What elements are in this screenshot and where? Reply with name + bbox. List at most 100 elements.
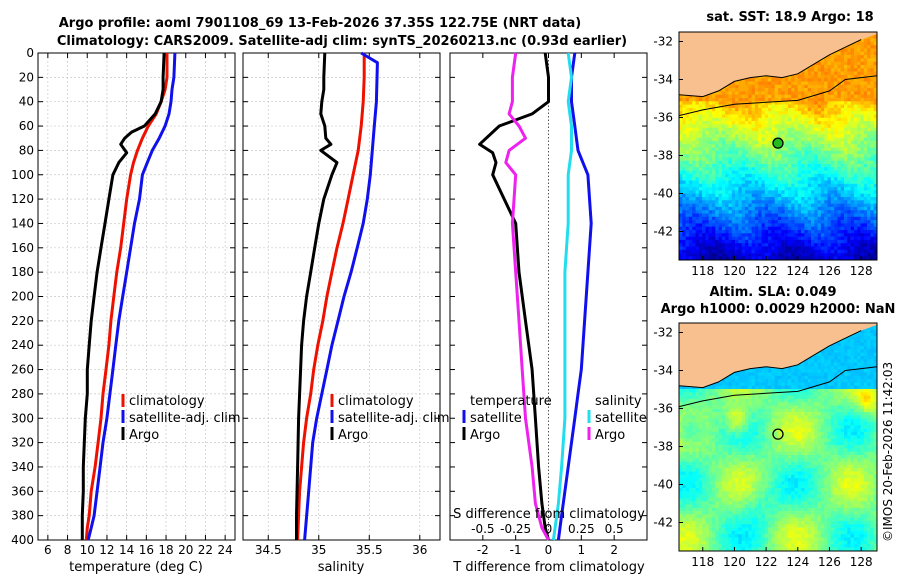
heatmap-cell [873,226,877,231]
heatmap-cell [820,61,825,66]
heatmap-cell [781,243,785,247]
heatmap-cell [860,170,865,175]
heatmap-cell [771,94,775,99]
heatmap-cell [718,140,723,145]
heatmap-cell [807,117,812,122]
heatmap-cell [797,249,802,254]
heatmap-cell [863,183,868,188]
heatmap-cell [844,91,848,95]
heatmap-cell [850,216,855,221]
heatmap-cell [754,91,759,95]
heatmap-cell [781,220,785,224]
heatmap-cell [774,206,779,211]
heatmap-cell [768,249,772,254]
heatmap-cell [731,193,736,198]
heatmap-cell [870,71,874,76]
heatmap-cell [834,167,838,171]
heatmap-cell [820,140,825,145]
heatmap-cell [712,213,716,218]
heatmap-cell [850,78,855,82]
heatmap-cell [840,253,845,257]
heatmap-cell [834,342,838,347]
heatmap-cell [801,193,805,198]
heatmap-cell [804,140,808,145]
heatmap-cell [844,84,848,89]
heatmap-cell [824,131,828,135]
heatmap-cell [840,203,845,208]
heatmap-cell [863,65,868,69]
heatmap-cell [827,71,832,76]
heatmap-cell [834,346,838,350]
heatmap-cell [814,167,818,171]
heatmap-cell [688,177,693,181]
heatmap-cell [860,94,865,99]
heatmap-cell [857,114,861,119]
heatmap-cell [685,190,690,194]
heatmap-cell [837,160,841,165]
heatmap-cell [840,180,845,185]
heatmap-cell [824,94,828,99]
heatmap-cell [685,226,690,231]
heatmap-cell [863,150,868,155]
heatmap-cell [863,160,868,165]
heatmap-cell [682,170,686,175]
heatmap-cell [764,131,769,135]
y-tick-label: 300 [11,411,34,425]
heatmap-cell [781,104,785,109]
heatmap-cell [705,137,709,142]
heatmap-cell [725,193,729,198]
heatmap-cell [679,236,683,241]
heatmap-cell [840,216,845,221]
heatmap-cell [784,243,789,247]
heatmap-cell [738,213,742,218]
heatmap-cell [830,203,835,208]
heatmap-cell [682,173,686,178]
heatmap-cell [682,203,686,208]
y-tick-label: 100 [11,168,34,182]
heatmap-cell [764,216,769,221]
heatmap-cell [761,124,766,128]
heatmap-cell [801,200,805,204]
heatmap-cell [844,48,848,53]
heatmap-cell [873,45,877,49]
heatmap-cell [820,58,825,62]
heatmap-cell [781,127,785,132]
heatmap-cell [844,134,848,138]
heatmap-cell [827,134,832,138]
heatmap-cell [778,246,782,251]
heatmap-cell [764,187,769,191]
heatmap-cell [735,223,739,227]
heatmap-cell [761,246,766,251]
heatmap-cell [751,187,756,191]
heatmap-cell [797,210,802,214]
heatmap-cell [741,249,746,254]
heatmap-cell [685,246,690,251]
heatmap-cell [735,160,739,165]
heatmap-cell [840,170,845,175]
heatmap-cell [797,88,802,92]
heatmap-cell [801,236,805,241]
heatmap-cell [708,210,713,214]
heatmap-cell [712,220,716,224]
heatmap-cell [741,104,746,109]
heatmap-cell [853,68,858,72]
heatmap-cell [853,210,858,214]
heatmap-cell [721,180,726,185]
heatmap-cell [688,154,693,158]
heatmap-cell [758,140,762,145]
heatmap-cell [853,336,858,340]
heatmap-cell [692,249,696,254]
heatmap-cell [850,230,855,234]
heatmap-cell [850,167,855,171]
heatmap-cell [695,127,700,132]
heatmap-cell [817,104,822,109]
heatmap-cell [847,239,851,244]
heatmap-cell [754,121,759,125]
heatmap-cell [741,216,746,221]
heatmap-cell [837,111,841,115]
heatmap-cell [692,213,696,218]
y-tick-label: -42 [653,225,673,239]
heatmap-cell [738,88,742,92]
heatmap-cell [811,206,815,211]
heatmap-cell [847,164,851,168]
